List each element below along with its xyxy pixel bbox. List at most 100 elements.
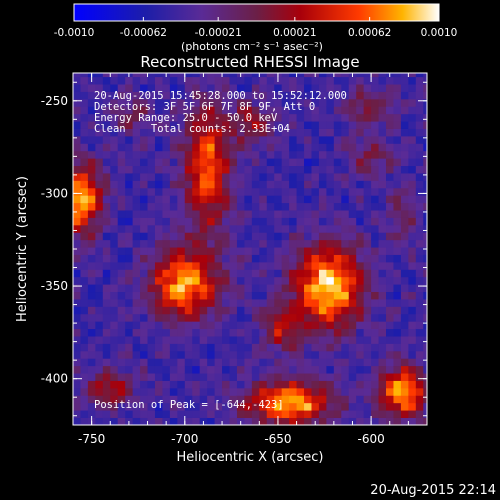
heatmap-cell: [87, 135, 96, 144]
heatmap-cell: [318, 202, 327, 211]
heatmap-cell: [266, 373, 275, 381]
heatmap-cell: [147, 217, 156, 226]
heatmap-cell: [281, 239, 290, 248]
heatmap-cell: [162, 143, 171, 152]
heatmap-cell: [236, 187, 245, 196]
heatmap-cell: [222, 143, 230, 152]
heatmap-cell: [289, 232, 297, 241]
heatmap-cell: [207, 121, 215, 129]
heatmap-cell: [199, 158, 208, 167]
heatmap-cell: [199, 291, 208, 300]
heatmap-cell: [341, 217, 350, 226]
heatmap-cell: [400, 158, 409, 167]
heatmap-cell: [363, 106, 372, 115]
heatmap-cell: [363, 113, 372, 122]
heatmap-cell: [326, 291, 335, 300]
heatmap-cell: [192, 269, 201, 278]
heatmap-cell: [400, 313, 409, 322]
heatmap-cell: [393, 202, 402, 211]
heatmap-cell: [244, 380, 253, 389]
heatmap-cell: [87, 380, 96, 389]
heatmap-cell: [266, 328, 275, 337]
heatmap-cell: [192, 106, 201, 115]
heatmap-cell: [393, 269, 402, 278]
heatmap-cell: [259, 150, 268, 159]
heatmap-cell: [311, 269, 320, 278]
heatmap-cell: [199, 358, 208, 367]
heatmap-cell: [73, 73, 81, 78]
heatmap-cell: [154, 121, 163, 129]
heatmap-cell: [371, 380, 379, 389]
heatmap-cell: [184, 402, 193, 411]
heatmap-cell: [266, 128, 275, 137]
heatmap-cell: [73, 121, 81, 129]
heatmap-cell: [110, 321, 119, 330]
heatmap-cell: [326, 187, 335, 196]
heatmap-cell: [318, 121, 327, 129]
heatmap-cell: [95, 350, 104, 359]
heatmap-cell: [251, 158, 260, 167]
heatmap-cell: [184, 128, 193, 137]
heatmap-cell: [415, 306, 424, 315]
heatmap-cell: [80, 380, 89, 389]
heatmap-cell: [87, 91, 96, 100]
heatmap-cell: [363, 239, 372, 248]
colorbar-unit-label: (photons cm⁻² s⁻¹ asec⁻²): [181, 40, 323, 53]
heatmap-cell: [400, 284, 409, 293]
heatmap-cell: [147, 254, 156, 263]
heatmap-cell: [147, 247, 156, 255]
heatmap-cell: [296, 336, 305, 344]
heatmap-cell: [348, 358, 357, 367]
heatmap-cell: [147, 328, 156, 337]
heatmap-cell: [356, 128, 365, 137]
heatmap-cell: [95, 247, 104, 255]
heatmap-cell: [140, 195, 148, 204]
heatmap-cell: [169, 373, 178, 381]
heatmap-cell: [184, 195, 193, 204]
heatmap-cell: [423, 261, 427, 270]
heatmap-cell: [95, 239, 104, 248]
heatmap-cell: [147, 336, 156, 344]
heatmap-cell: [95, 143, 104, 152]
heatmap-cell: [274, 276, 283, 285]
heatmap-cell: [169, 113, 178, 122]
heatmap-cell: [393, 195, 402, 204]
heatmap-cell: [266, 210, 275, 218]
heatmap-cell: [386, 158, 394, 167]
heatmap-cell: [162, 313, 171, 322]
heatmap-cell: [244, 261, 253, 270]
heatmap-cell: [266, 261, 275, 270]
heatmap-cell: [87, 247, 96, 255]
heatmap-cell: [207, 128, 215, 137]
heatmap-cell: [311, 84, 320, 92]
heatmap-cell: [408, 328, 417, 337]
heatmap-cell: [95, 313, 104, 322]
heatmap-cell: [244, 84, 253, 92]
heatmap-cell: [333, 128, 342, 137]
heatmap-cell: [80, 187, 89, 196]
heatmap-cell: [222, 395, 230, 404]
heatmap-cell: [229, 299, 238, 307]
heatmap-cell: [140, 373, 148, 381]
heatmap-cell: [244, 76, 253, 85]
heatmap-cell: [363, 202, 372, 211]
heatmap-cell: [341, 76, 350, 85]
heatmap-cell: [147, 91, 156, 100]
heatmap-cell: [408, 106, 417, 115]
heatmap-cell: [184, 180, 193, 189]
heatmap-cell: [400, 358, 409, 367]
heatmap-cell: [132, 121, 141, 129]
heatmap-cell: [415, 121, 424, 129]
heatmap-cell: [184, 254, 193, 263]
heatmap-cell: [140, 254, 148, 263]
heatmap-cell: [147, 195, 156, 204]
heatmap-cell: [251, 365, 260, 374]
heatmap-cell: [274, 402, 283, 411]
heatmap-cell: [207, 202, 215, 211]
heatmap-cell: [73, 239, 81, 248]
heatmap-cell: [214, 261, 223, 270]
heatmap-cell: [259, 269, 268, 278]
heatmap-cell: [326, 261, 335, 270]
heatmap-cell: [356, 143, 365, 152]
heatmap-cell: [423, 373, 427, 381]
